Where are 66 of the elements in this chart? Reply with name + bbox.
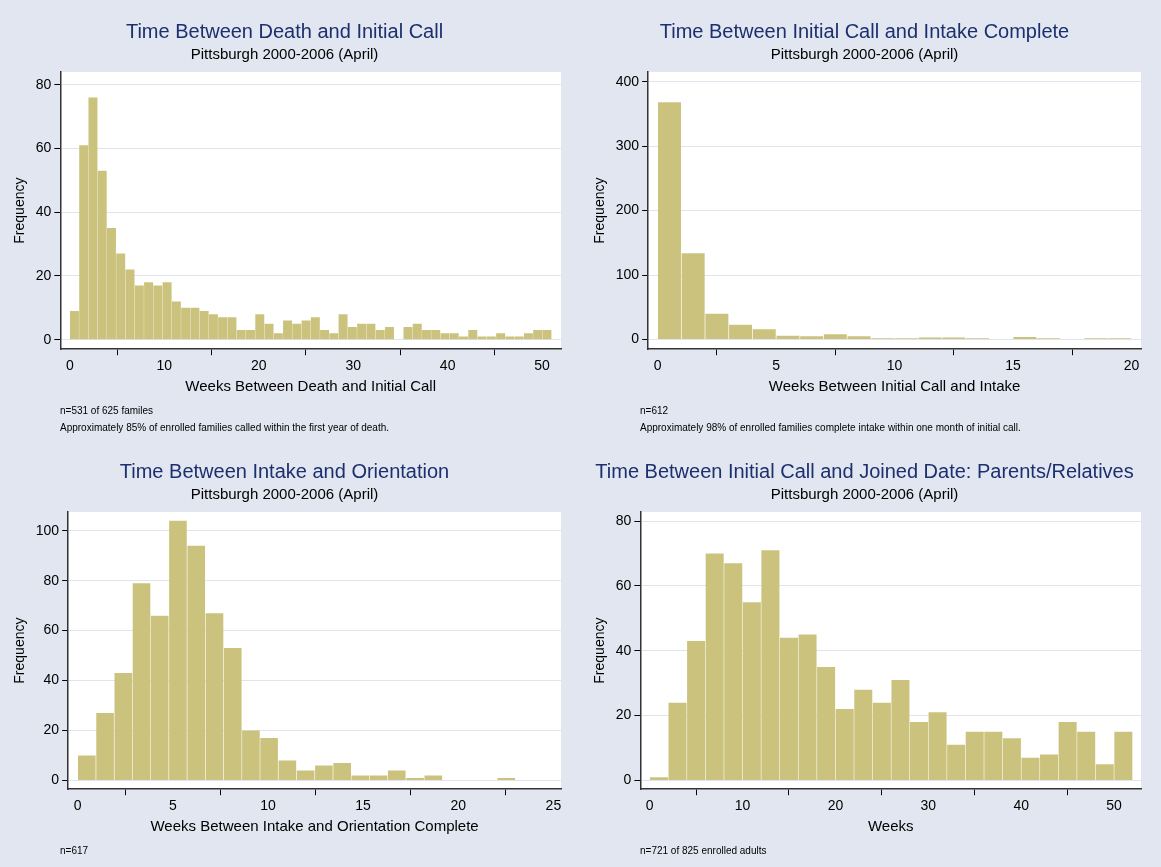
chart-title: Time Between Initial Call and Intake Complete bbox=[659, 19, 1070, 42]
y-tick-label: 400 bbox=[615, 72, 640, 89]
x-tick-label: 50 bbox=[534, 357, 551, 374]
text: Approximately 85% of enrolled families called within the first year of death. bbox=[60, 421, 390, 435]
chart-subtitle: Pittsburgh 2000-2006 (April) bbox=[190, 485, 379, 503]
y-tick-label: 80 bbox=[43, 571, 60, 588]
y-axis-title: Frequency bbox=[11, 177, 28, 244]
y-tick-label: 80 bbox=[35, 75, 52, 92]
y-tick-label: 20 bbox=[615, 706, 632, 723]
x-tick-label: 30 bbox=[920, 797, 937, 814]
x-tick-label: 15 bbox=[355, 797, 372, 814]
y-tick-label: 40 bbox=[43, 671, 60, 688]
y-axis-title: Frequency bbox=[591, 177, 608, 244]
text: n=531 of 625 familes bbox=[60, 404, 155, 418]
x-tick-label: 15 bbox=[1005, 357, 1022, 374]
x-tick-label: 5 bbox=[168, 797, 177, 814]
x-tick-label: 10 bbox=[734, 797, 751, 814]
chart-subtitle: Pittsburgh 2000-2006 (April) bbox=[190, 45, 379, 63]
x-tick-label: 10 bbox=[886, 357, 903, 374]
x-tick-label: 20 bbox=[827, 797, 844, 814]
x-tick-label: 0 bbox=[65, 357, 74, 374]
y-tick-label: 60 bbox=[43, 621, 60, 638]
text: n=612 bbox=[640, 404, 670, 418]
y-tick-label: 40 bbox=[35, 203, 52, 220]
x-tick-label: 20 bbox=[1123, 357, 1140, 374]
y-tick-label: 200 bbox=[615, 201, 640, 218]
y-tick-label: 20 bbox=[43, 721, 60, 738]
x-tick-label: 40 bbox=[439, 357, 456, 374]
x-axis-title: Weeks Between Death and Initial Call bbox=[185, 377, 437, 395]
x-tick-label: 40 bbox=[1013, 797, 1030, 814]
x-tick-label: 5 bbox=[772, 357, 781, 374]
x-axis-title: Weeks bbox=[867, 817, 914, 835]
y-tick-label: 300 bbox=[615, 136, 640, 153]
chart-subtitle: Pittsburgh 2000-2006 (April) bbox=[770, 485, 959, 503]
x-tick-label: 0 bbox=[653, 357, 662, 374]
text: n=617 bbox=[60, 844, 89, 858]
y-tick-label: 60 bbox=[615, 576, 632, 593]
y-tick-label: 0 bbox=[631, 330, 640, 347]
x-axis-title: Weeks Between Initial Call and Intake bbox=[768, 377, 1021, 395]
y-tick-label: 80 bbox=[615, 511, 632, 528]
x-axis-title: Weeks Between Intake and Orientation Complete bbox=[150, 817, 479, 835]
text: Approximately 98% of enrolled families complete intake within one month of initial call. bbox=[640, 421, 1021, 435]
x-tick-label: 10 bbox=[260, 797, 276, 814]
y-tick-label: 0 bbox=[43, 330, 52, 347]
chart-title: Time Between Death and Initial Call bbox=[125, 19, 444, 42]
x-tick-label: 50 bbox=[1106, 797, 1123, 814]
x-tick-label: 0 bbox=[73, 797, 82, 814]
y-tick-label: 20 bbox=[35, 266, 52, 283]
y-axis-title: Frequency bbox=[11, 617, 28, 684]
x-tick-label: 0 bbox=[645, 797, 654, 814]
x-tick-label: 20 bbox=[250, 357, 267, 374]
y-tick-label: 40 bbox=[615, 641, 632, 658]
x-tick-label: 10 bbox=[156, 357, 173, 374]
y-axis-title: Frequency bbox=[591, 617, 608, 684]
y-tick-label: 100 bbox=[615, 265, 640, 282]
y-tick-label: 0 bbox=[623, 771, 632, 788]
y-tick-label: 60 bbox=[35, 139, 52, 156]
chart-title: Time Between Intake and Orientation bbox=[119, 459, 450, 482]
chart-subtitle: Pittsburgh 2000-2006 (April) bbox=[770, 45, 959, 63]
x-tick-label: 25 bbox=[545, 797, 562, 814]
text: n=721 of 825 enrolled adults bbox=[640, 844, 767, 858]
y-tick-label: 100 bbox=[35, 521, 60, 538]
x-tick-label: 20 bbox=[450, 797, 467, 814]
y-tick-label: 0 bbox=[51, 771, 60, 788]
x-tick-label: 30 bbox=[345, 357, 362, 374]
chart-title: Time Between Initial Call and Joined Date: Parents/Relatives bbox=[595, 459, 1134, 482]
